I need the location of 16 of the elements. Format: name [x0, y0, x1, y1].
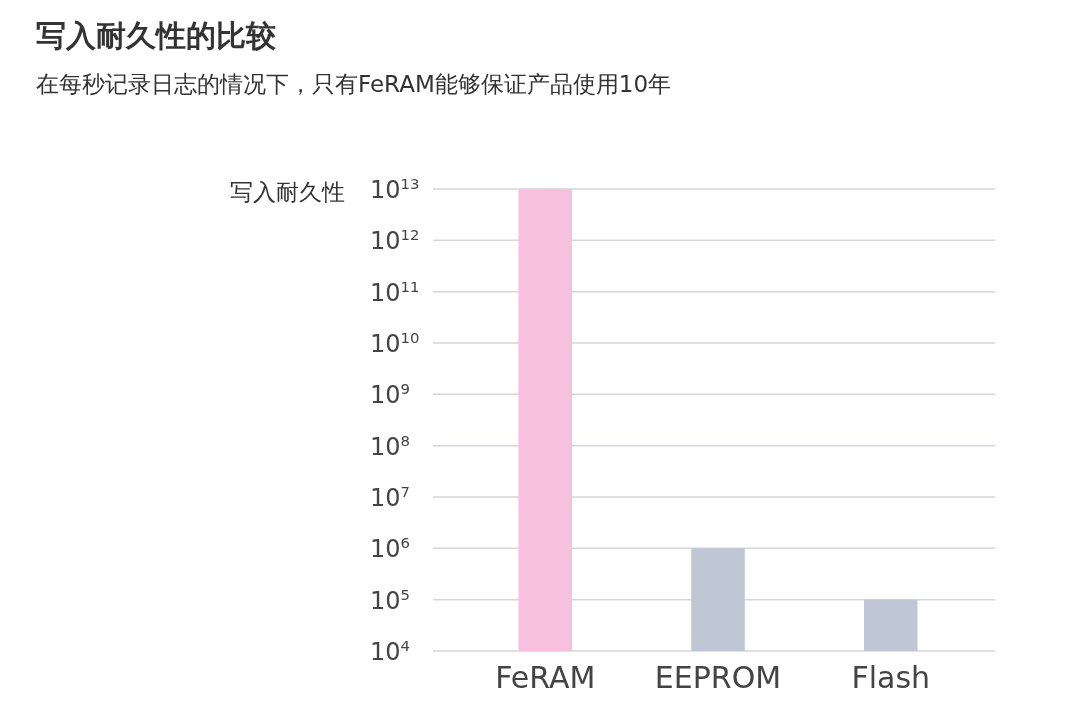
y-tick-label: 10$^{7}$ — [370, 483, 411, 512]
y-tick-label: 10$^{5}$ — [370, 585, 411, 615]
text: 写入耐久性的比较 — [36, 18, 277, 53]
y-tick-label: 10$^{11}$ — [370, 277, 420, 307]
x-tick-label: EEPROM — [654, 660, 782, 695]
y-tick-label: 10$^{8}$ — [370, 431, 411, 461]
y-axis-title: 写入耐久性 — [230, 179, 345, 205]
y-tick-label: 10$^{9}$ — [370, 380, 411, 410]
y-tick-label: 10$^{13}$ — [370, 175, 420, 204]
y-tick-label: 10$^{4}$ — [370, 637, 411, 666]
x-tick-label: FeRAM — [495, 660, 596, 695]
chart-subtitle: 在每秒记录日志的情况下，只有FeRAM能够保证产品使用10年 — [36, 71, 672, 97]
y-tick-label: 10$^{10}$ — [370, 329, 420, 358]
x-tick-label: Flash — [851, 660, 931, 695]
y-tick-label: 10$^{6}$ — [370, 534, 411, 564]
y-tick-label: 10$^{12}$ — [370, 226, 420, 256]
